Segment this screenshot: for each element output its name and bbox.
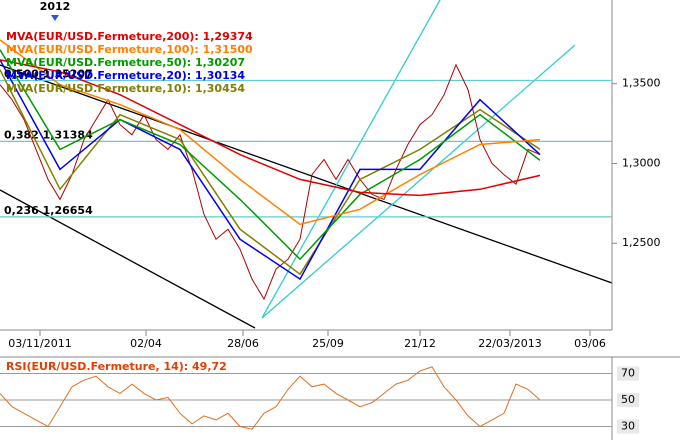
trend-lines [0, 0, 613, 329]
legend-entry: MVA(EUR/USD.Fermeture,10): 1,30454 [6, 82, 245, 95]
rsi-tick-box [617, 366, 639, 381]
rsi-line [0, 366, 541, 430]
y-tick-label: 1,2500 [622, 236, 661, 249]
x-tick-label: 02/04 [130, 337, 162, 350]
y-tick-label: 1,3000 [622, 156, 661, 169]
x-tick-label: 28/06 [227, 337, 259, 350]
fib-label: 0,236 1,26654 [4, 204, 93, 217]
top-label: 2012 [40, 0, 71, 13]
rsi-title: RSI(EUR/USD.Fermeture, 14): 49,72 [6, 360, 227, 373]
x-tick-label: 22/03/2013 [478, 337, 541, 350]
rsi-tick-box [617, 393, 639, 408]
x-tick-label: 21/12 [404, 337, 436, 350]
legend-entry: MVA(EUR/USD.Fermeture,100): 1,31500 [6, 43, 253, 56]
rsi-tick-box [617, 419, 639, 434]
ma-line [0, 69, 541, 276]
legend-entry: MVA(EUR/USD.Fermeture,200): 1,29374 [6, 30, 253, 43]
ma-line [0, 49, 541, 261]
rsi-tick-label: 70 [621, 367, 635, 380]
legend-entry: MVA(EUR/USD.Fermeture,50): 1,30207 [6, 56, 245, 69]
x-tick-label: 25/09 [312, 337, 344, 350]
ma-line [0, 59, 541, 281]
year-marker [51, 15, 59, 21]
rsi-tick-label: 50 [621, 393, 635, 406]
trend-line [0, 64, 613, 284]
ma-line [0, 59, 541, 197]
fib-label: 0,382 1,31384 [4, 128, 93, 141]
legend-entry: MVA(EUR/USD.Fermeture,20): 1,30134 [6, 69, 245, 82]
trend-line [261, 44, 576, 319]
x-tick-label: 03/06 [574, 337, 606, 350]
y-tick-label: 1,3500 [622, 77, 661, 90]
fib-label: 0,500 1,35207 [4, 67, 93, 80]
trend-line [261, 0, 441, 319]
rsi-tick-label: 30 [621, 420, 635, 433]
x-tick-label: 03/11/2011 [8, 337, 71, 350]
price-line [0, 63, 541, 301]
ma-line [0, 39, 541, 226]
trend-line [0, 189, 256, 329]
